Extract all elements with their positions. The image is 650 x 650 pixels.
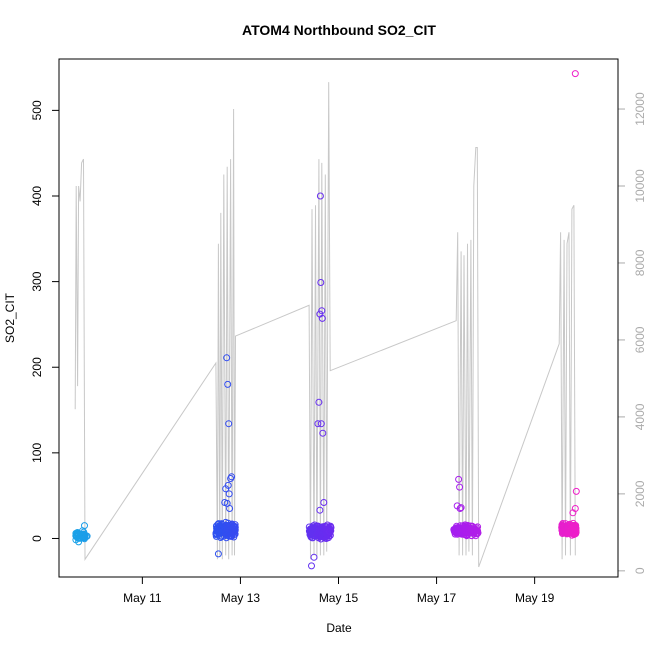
data-point [566, 529, 573, 537]
data-point [571, 70, 579, 78]
data-point [471, 527, 478, 535]
y-tick-label: 0 [30, 535, 44, 542]
altitude-line [74, 82, 576, 568]
x-tick-label: May 11 [123, 591, 162, 605]
plot-frame [58, 58, 619, 578]
data-point [227, 475, 235, 482]
y-tick-label: 400 [30, 186, 44, 206]
x-tick-label: May 17 [417, 591, 457, 605]
data-point [320, 499, 328, 506]
data-point [231, 526, 239, 534]
y-axis-label: SO2_CIT [3, 292, 17, 343]
data-point [214, 527, 222, 535]
y-tick-label: 500 [30, 100, 44, 120]
data-point [455, 475, 463, 483]
data-point [226, 505, 234, 512]
y-tick-label: 200 [30, 357, 44, 377]
chart-title: ATOM4 Northbound SO2_CIT [242, 22, 436, 38]
data-point [214, 550, 222, 558]
y-tick-label: 100 [30, 443, 44, 463]
data-point [320, 533, 328, 541]
data-point [462, 527, 470, 534]
y2-tick-label: 10000 [633, 169, 647, 203]
data-point [224, 380, 232, 388]
data-point [225, 523, 233, 531]
data-point [453, 522, 460, 530]
data-point [325, 534, 332, 542]
data-point [79, 527, 86, 535]
data-point [456, 483, 464, 491]
data-point [323, 521, 331, 529]
data-point [315, 398, 323, 406]
data-point [569, 509, 577, 517]
data-point [572, 487, 580, 495]
data-point [326, 527, 334, 535]
data-point [75, 538, 83, 546]
data-point [223, 354, 231, 362]
data-point [77, 531, 85, 539]
y2-tick-label: 8000 [633, 249, 647, 276]
data-point [310, 553, 318, 561]
data-point [222, 534, 230, 542]
data-point [222, 485, 230, 493]
x-axis-label: Date [326, 621, 352, 635]
data-point [558, 521, 566, 529]
data-point [466, 528, 474, 536]
data-point [313, 532, 321, 540]
data-point [230, 533, 238, 541]
x-tick-label: May 19 [515, 591, 555, 605]
data-point [318, 307, 326, 315]
data-point [318, 314, 326, 322]
so2-scatter-series [72, 70, 580, 570]
data-point [316, 506, 324, 514]
y2-tick-label: 4000 [633, 403, 647, 430]
x-tick-label: May 15 [319, 591, 359, 605]
axes: 0 100 200 300 400 500 May 11 May 13 May 15 May 17… [30, 92, 647, 605]
altitude-series [74, 82, 576, 568]
data-point [317, 279, 325, 286]
data-point [225, 490, 233, 498]
data-point [456, 505, 464, 512]
y2-tick-label: 2000 [633, 480, 647, 507]
data-point [453, 525, 461, 533]
data-point [457, 504, 465, 512]
data-point [230, 531, 238, 539]
data-point [308, 526, 316, 534]
data-point [225, 420, 233, 428]
data-point [316, 192, 324, 200]
data-point [319, 429, 327, 437]
data-point [317, 420, 325, 428]
data-point [308, 562, 315, 570]
data-point [228, 473, 236, 481]
y2-tick-label: 0 [633, 567, 647, 574]
x-tick-label: May 13 [221, 591, 261, 605]
y-tick-label: 300 [30, 271, 44, 291]
data-point [314, 420, 322, 428]
y2-tick-label: 6000 [633, 326, 647, 353]
y2-tick-label: 12000 [633, 92, 647, 126]
data-point [81, 535, 88, 543]
data-point [224, 524, 231, 532]
data-point [316, 531, 324, 539]
data-point [309, 522, 317, 530]
data-point [220, 524, 228, 531]
data-point [571, 524, 578, 532]
